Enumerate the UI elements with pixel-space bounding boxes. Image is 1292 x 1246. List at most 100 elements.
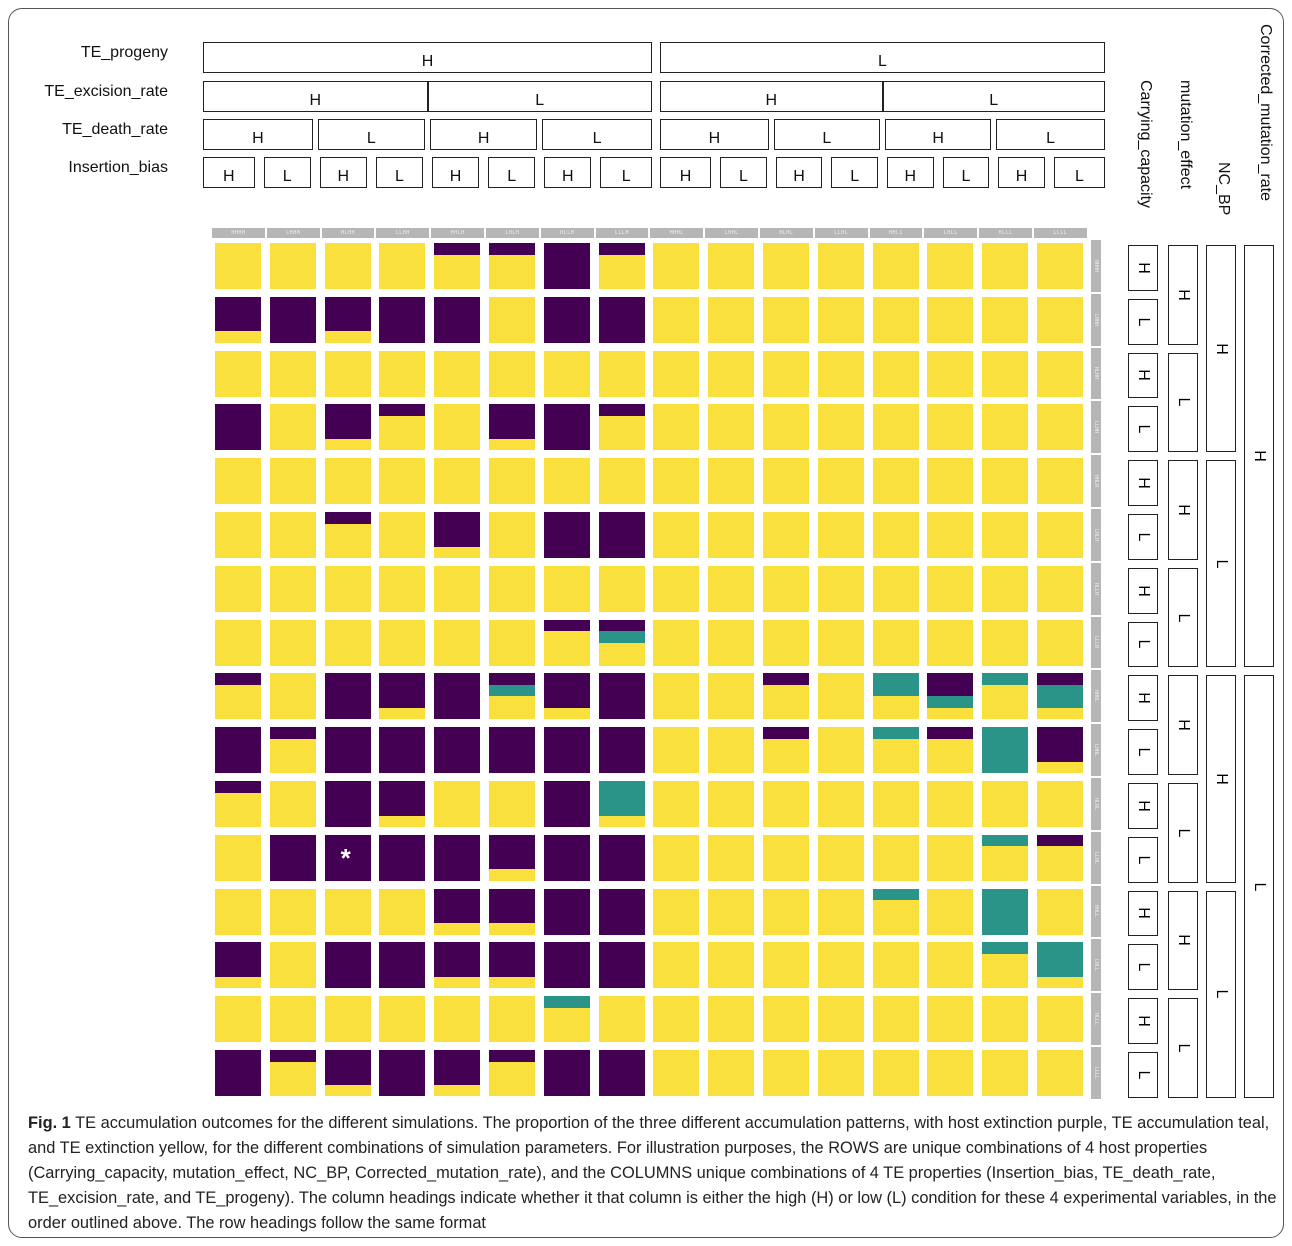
heatmap-cell [708, 565, 755, 612]
row-header-text: HLLH [1092, 582, 1099, 595]
te-extinction-segment [653, 296, 700, 343]
host-extinction-segment [489, 673, 535, 685]
te-extinction-segment [379, 565, 426, 612]
te-accumulation-segment [982, 942, 1029, 954]
te-extinction-segment [434, 619, 481, 666]
row-header: HHLH [1090, 455, 1101, 507]
te-extinction-segment [653, 404, 700, 451]
heatmap-cell [434, 834, 481, 881]
host-extinction-segment [598, 942, 645, 989]
te-extinction-segment [872, 458, 919, 505]
heatmap-cell [489, 888, 535, 935]
te-accumulation-segment [872, 888, 919, 901]
te-extinction-segment [927, 243, 974, 289]
host-extinction-segment [324, 1050, 371, 1085]
te-extinction-segment [982, 1050, 1029, 1096]
header-cell: H [887, 157, 934, 188]
heatmap-cell [379, 996, 426, 1043]
header-cell: H [203, 119, 313, 150]
figure-caption-text: TE accumulation outcomes for the differe… [28, 1114, 1277, 1232]
header-cell: L [720, 157, 767, 188]
heatmap-cell [872, 404, 919, 451]
te-extinction-segment [1037, 761, 1083, 774]
heatmap-cell [269, 942, 316, 989]
side-cell-text: L [1213, 559, 1230, 569]
te-extinction-segment [763, 738, 809, 774]
heatmap-cell [215, 296, 261, 343]
heatmap-cell [927, 781, 974, 827]
te-extinction-segment [708, 1050, 755, 1096]
te-extinction-segment [269, 512, 316, 558]
side-cell: H [1128, 245, 1158, 291]
side-cell: L [1128, 1052, 1158, 1098]
te-extinction-segment [817, 350, 864, 397]
column-header: HHHH [212, 228, 265, 238]
row-header: LLLH [1090, 616, 1101, 669]
te-extinction-segment [269, 565, 316, 612]
heatmap-cell [1037, 673, 1083, 720]
te-extinction-segment [982, 619, 1029, 666]
heatmap-cell [324, 1050, 371, 1096]
te-extinction-segment [653, 1050, 700, 1096]
heatmap-cell [543, 458, 590, 505]
heatmap-cell [927, 512, 974, 558]
te-extinction-segment [1037, 458, 1083, 505]
heatmap-cell [817, 350, 864, 397]
te-extinction-segment [653, 888, 700, 935]
te-extinction-segment [269, 619, 316, 666]
heatmap-cell [489, 727, 535, 774]
host-extinction-segment [543, 942, 590, 989]
te-extinction-segment [817, 888, 864, 935]
side-cell-text: L [1135, 640, 1152, 649]
te-accumulation-segment [1037, 684, 1083, 708]
te-extinction-segment [817, 1050, 864, 1096]
te-extinction-segment [489, 869, 535, 881]
side-cell: H [1128, 675, 1158, 722]
te-extinction-segment [489, 619, 535, 666]
heatmap-cell [489, 404, 535, 451]
heatmap-cell [872, 619, 919, 666]
te-extinction-segment [489, 438, 535, 451]
heatmap-cell [872, 996, 919, 1043]
heatmap-cell [872, 1050, 919, 1096]
te-extinction-segment [872, 619, 919, 666]
te-extinction-segment [269, 458, 316, 505]
side-cell: H [1168, 460, 1198, 560]
te-extinction-segment [215, 350, 261, 397]
host-extinction-segment [434, 888, 481, 924]
te-extinction-segment [763, 243, 809, 289]
heatmap-cell [763, 512, 809, 558]
te-extinction-segment [763, 458, 809, 505]
heatmap-cell [763, 834, 809, 881]
te-extinction-segment [872, 404, 919, 451]
header-cell: L [542, 119, 652, 150]
te-extinction-segment [708, 512, 755, 558]
te-extinction-segment [324, 331, 371, 343]
te-extinction-segment [489, 923, 535, 935]
heatmap-cell [324, 781, 371, 827]
heatmap-cell [379, 781, 426, 827]
column-header: HLHH [321, 228, 375, 238]
column-header: HLHL [760, 228, 813, 238]
heatmap-cell [653, 888, 700, 935]
side-label-nc-bp: NC_BP [1215, 162, 1232, 216]
heatmap-cell [215, 834, 261, 881]
host-extinction-segment [434, 834, 481, 881]
host-extinction-segment [489, 727, 535, 774]
row-header: LLLL [1090, 1047, 1101, 1099]
host-extinction-segment [489, 942, 535, 977]
te-extinction-segment [763, 350, 809, 397]
te-extinction-segment [434, 546, 481, 558]
heatmap-cell [927, 673, 974, 720]
heatmap-cell [324, 512, 371, 558]
te-extinction-segment [708, 673, 755, 720]
heatmap-cell [653, 996, 700, 1043]
row-header: LHLL [1090, 939, 1101, 992]
host-extinction-segment [543, 834, 590, 881]
header-cell: H [319, 157, 367, 188]
row-header: HHLL [1090, 885, 1101, 938]
header-cell: H [998, 157, 1045, 188]
te-extinction-segment [1037, 846, 1083, 881]
column-header: LLHH [376, 228, 430, 238]
heatmap-cell [215, 942, 261, 989]
